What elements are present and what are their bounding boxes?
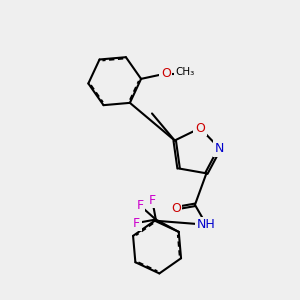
Text: F: F: [133, 217, 140, 230]
Text: O: O: [171, 202, 181, 215]
Text: NH: NH: [197, 218, 216, 231]
Text: O: O: [195, 122, 205, 135]
Text: F: F: [149, 194, 156, 207]
Text: CH₃: CH₃: [176, 67, 195, 77]
Text: F: F: [136, 199, 143, 212]
Text: N: N: [215, 142, 224, 155]
Text: O: O: [161, 67, 171, 80]
